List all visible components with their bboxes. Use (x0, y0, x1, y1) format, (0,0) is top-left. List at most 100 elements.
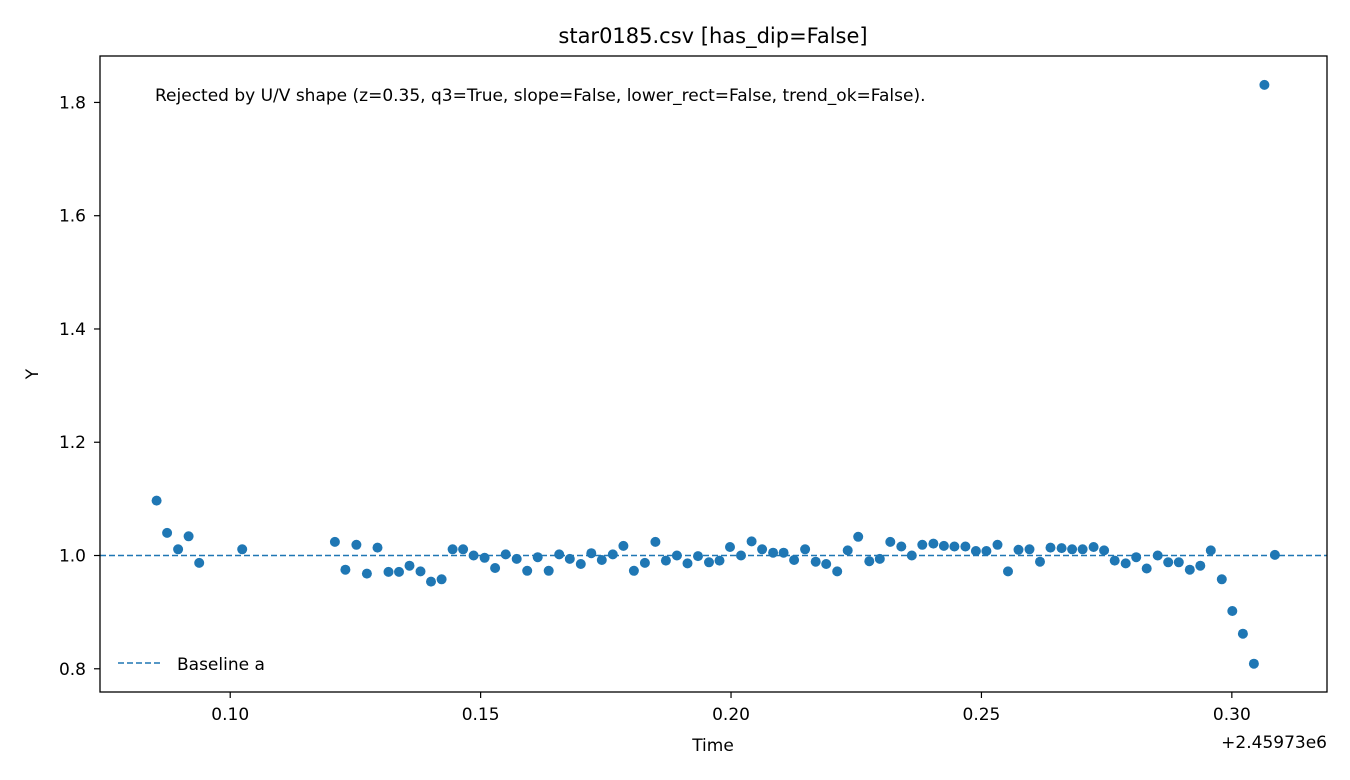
data-point (714, 555, 725, 566)
data-point (329, 536, 340, 547)
data-point (340, 564, 351, 575)
data-point (1141, 563, 1152, 574)
data-point (564, 553, 575, 564)
data-point (650, 536, 661, 547)
data-point (757, 544, 768, 555)
y-tick-label: 1.4 (59, 320, 86, 340)
data-point (426, 576, 436, 587)
data-point (768, 547, 779, 558)
x-tick-label: 0.30 (1213, 705, 1251, 725)
data-point (543, 565, 554, 576)
y-tick-label: 1.0 (59, 547, 86, 567)
y-tick-label: 0.8 (59, 660, 86, 680)
legend: Baseline a (118, 655, 265, 675)
data-point (586, 548, 597, 559)
data-point (693, 551, 703, 562)
legend-baseline-label: Baseline a (177, 655, 265, 675)
data-point (415, 566, 426, 577)
data-point (639, 557, 650, 568)
data-point (960, 541, 971, 552)
chart-title: star0185.csv [has_dip=False] (558, 24, 867, 49)
rejection-annotation: Rejected by U/V shape (z=0.35, q3=True, … (155, 86, 926, 106)
data-point (874, 553, 885, 564)
data-point (917, 539, 928, 550)
data-point (183, 531, 194, 542)
data-point (949, 541, 960, 552)
data-point (1109, 555, 1120, 566)
data-point (660, 555, 671, 566)
data-point (832, 566, 843, 577)
data-point (885, 536, 896, 547)
data-point (1184, 564, 1195, 575)
data-point (981, 546, 992, 556)
data-point (1227, 606, 1238, 616)
data-point (1131, 552, 1142, 563)
data-point (778, 547, 789, 558)
x-tick-label: 0.25 (963, 705, 1001, 725)
data-point (1163, 557, 1174, 568)
data-point (800, 544, 811, 555)
data-point (821, 559, 832, 569)
data-point (1173, 557, 1184, 568)
data-point (906, 550, 917, 561)
data-point (810, 556, 821, 567)
data-point (394, 566, 404, 577)
data-point (1024, 544, 1035, 555)
data-point (162, 527, 173, 538)
data-point (1099, 545, 1110, 556)
data-point (842, 545, 853, 556)
data-point (1045, 542, 1056, 553)
data-point (970, 546, 981, 556)
data-point (1269, 549, 1280, 560)
data-point (1152, 550, 1163, 561)
data-point (173, 544, 184, 555)
data-point (628, 565, 639, 576)
data-point (194, 557, 205, 568)
data-point (468, 550, 479, 561)
y-axis-label: Y (23, 368, 43, 380)
y-tick-label: 1.6 (59, 207, 86, 227)
data-point (151, 495, 162, 506)
data-point (1067, 544, 1078, 555)
data-point (596, 555, 607, 565)
data-point (1259, 79, 1270, 90)
data-point (864, 556, 875, 567)
data-point (618, 540, 629, 551)
data-point (447, 544, 458, 555)
plot-frame (99, 55, 1328, 693)
data-point (1120, 558, 1131, 569)
data-point (383, 566, 394, 577)
data-point (928, 538, 939, 549)
data-point (404, 560, 415, 571)
x-axis-label: Time (691, 736, 734, 756)
data-point (458, 544, 469, 555)
data-point (532, 552, 543, 563)
data-point (361, 568, 372, 579)
y-tick-label: 1.8 (59, 93, 86, 113)
data-point (1077, 544, 1088, 555)
data-point (372, 542, 383, 553)
data-point (1013, 544, 1024, 555)
data-point (1248, 658, 1259, 669)
data-point (746, 536, 757, 547)
data-point (1205, 545, 1216, 556)
data-point (436, 574, 447, 585)
data-point (938, 540, 949, 551)
y-tick-label: 1.2 (59, 433, 86, 453)
data-point (1035, 556, 1045, 567)
data-point (607, 549, 618, 560)
data-point (725, 542, 735, 552)
data-point (896, 541, 907, 552)
data-point (500, 549, 511, 560)
data-point (853, 531, 864, 542)
data-point (237, 544, 248, 555)
x-tick-label: 0.10 (211, 705, 249, 725)
data-point (992, 539, 1003, 550)
data-point (1056, 543, 1067, 554)
data-point (351, 539, 362, 550)
data-point (1003, 566, 1013, 577)
data-point (704, 557, 714, 568)
x-tick-label: 0.20 (712, 705, 750, 725)
data-point (671, 550, 682, 561)
